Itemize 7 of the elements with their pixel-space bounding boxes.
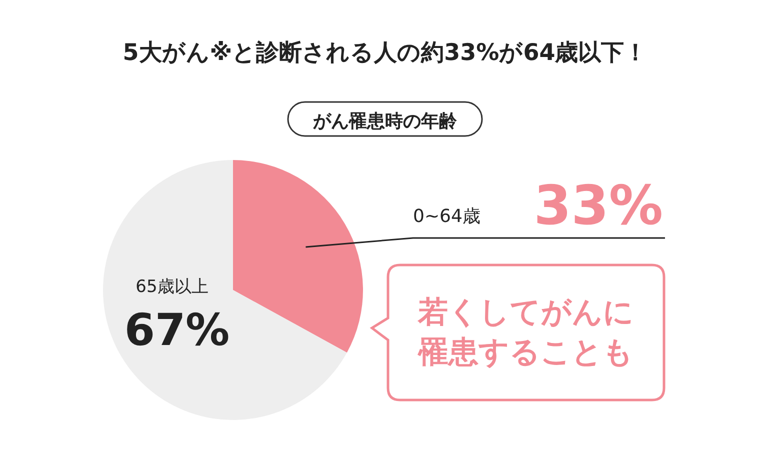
chart-subtitle: がん罹患時の年齢 <box>312 111 458 132</box>
slice-label: 0~64歳 <box>413 206 480 227</box>
subtitle: がん罹患時の年齢 <box>287 101 483 137</box>
slice-label: 65歳以上 <box>136 277 208 297</box>
title: 5大がん※と診断される人の約33%が64歳以下！ <box>122 40 648 66</box>
data-label: 33% <box>534 174 663 237</box>
data-label: 67% <box>124 305 230 356</box>
